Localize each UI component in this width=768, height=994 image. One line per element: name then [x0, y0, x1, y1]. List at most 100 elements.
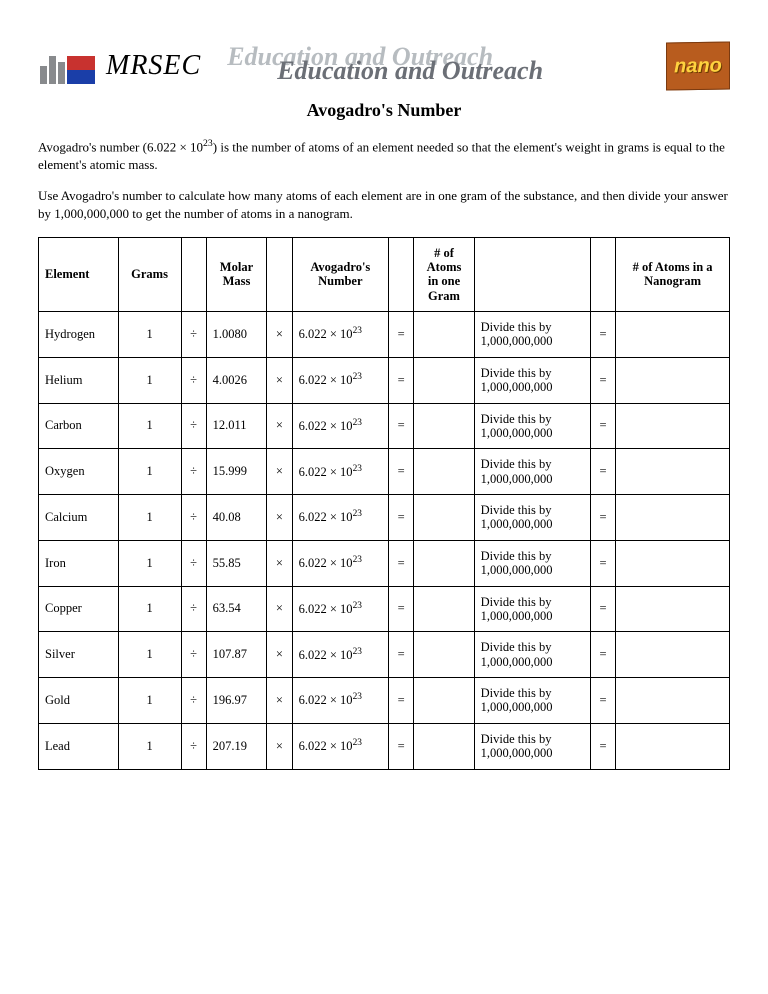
cell-grams: 1	[118, 357, 181, 403]
cell-eq1: =	[389, 586, 414, 632]
cell-eq1: =	[389, 403, 414, 449]
cell-mul-op: ×	[267, 312, 292, 358]
cell-molar: 1.0080	[206, 312, 267, 358]
cell-divide-text: Divide this by1,000,000,000	[474, 403, 590, 449]
cell-divide-text: Divide this by1,000,000,000	[474, 357, 590, 403]
cell-element: Gold	[39, 678, 119, 724]
cell-molar: 4.0026	[206, 357, 267, 403]
cell-atoms-gram-blank	[414, 403, 474, 449]
cell-atoms-gram-blank	[414, 678, 474, 724]
cell-atoms-gram-blank	[414, 632, 474, 678]
th-grams: Grams	[118, 237, 181, 312]
cell-avogadro: 6.022 × 1023	[292, 586, 388, 632]
cell-eq2: =	[590, 495, 615, 541]
cell-grams: 1	[118, 312, 181, 358]
cell-molar: 40.08	[206, 495, 267, 541]
cell-grams: 1	[118, 403, 181, 449]
cell-avogadro: 6.022 × 1023	[292, 678, 388, 724]
cell-atoms-gram-blank	[414, 540, 474, 586]
cell-atoms-ng-blank	[616, 723, 730, 769]
cell-avogadro: 6.022 × 1023	[292, 449, 388, 495]
cell-atoms-ng-blank	[616, 403, 730, 449]
cell-eq1: =	[389, 312, 414, 358]
cell-divide-text: Divide this by1,000,000,000	[474, 449, 590, 495]
cell-div-op: ÷	[181, 403, 206, 449]
cell-div-op: ÷	[181, 586, 206, 632]
header: MRSEC Education and Outreach Education a…	[38, 42, 730, 90]
cell-avogadro: 6.022 × 1023	[292, 540, 388, 586]
th-atoms-gram: # of Atoms in one Gram	[414, 237, 474, 312]
th-avog: Avogadro's Number	[292, 237, 388, 312]
cell-molar: 12.011	[206, 403, 267, 449]
cell-eq2: =	[590, 357, 615, 403]
th-eq2	[590, 237, 615, 312]
cell-eq2: =	[590, 449, 615, 495]
table-row: Gold1÷196.97×6.022 × 1023=Divide this by…	[39, 678, 730, 724]
cell-grams: 1	[118, 449, 181, 495]
cell-eq2: =	[590, 403, 615, 449]
cell-atoms-ng-blank	[616, 449, 730, 495]
cell-mul-op: ×	[267, 632, 292, 678]
cell-grams: 1	[118, 586, 181, 632]
cell-eq2: =	[590, 678, 615, 724]
table-row: Iron1÷55.85×6.022 × 1023=Divide this by1…	[39, 540, 730, 586]
cell-eq1: =	[389, 495, 414, 541]
table-header-row: Element Grams Molar Mass Avogadro's Numb…	[39, 237, 730, 312]
cell-mul-op: ×	[267, 357, 292, 403]
cell-element: Lead	[39, 723, 119, 769]
cell-atoms-gram-blank	[414, 357, 474, 403]
cell-atoms-ng-blank	[616, 678, 730, 724]
cell-grams: 1	[118, 678, 181, 724]
th-element: Element	[39, 237, 119, 312]
cell-mul-op: ×	[267, 403, 292, 449]
mrsec-text: MRSEC	[106, 50, 201, 82]
cell-div-op: ÷	[181, 312, 206, 358]
cell-divide-text: Divide this by1,000,000,000	[474, 312, 590, 358]
cell-div-op: ÷	[181, 540, 206, 586]
table-row: Carbon1÷12.011×6.022 × 1023=Divide this …	[39, 403, 730, 449]
intro-paragraph-1: Avogadro's number (6.022 × 1023) is the …	[38, 137, 730, 173]
cell-avogadro: 6.022 × 1023	[292, 495, 388, 541]
cell-divide-text: Divide this by1,000,000,000	[474, 540, 590, 586]
cell-avogadro: 6.022 × 1023	[292, 403, 388, 449]
cell-atoms-gram-blank	[414, 586, 474, 632]
cell-avogadro: 6.022 × 1023	[292, 357, 388, 403]
elements-table: Element Grams Molar Mass Avogadro's Numb…	[38, 237, 730, 770]
cell-divide-text: Divide this by1,000,000,000	[474, 678, 590, 724]
cell-eq1: =	[389, 449, 414, 495]
cell-div-op: ÷	[181, 449, 206, 495]
table-row: Helium1÷4.0026×6.022 × 1023=Divide this …	[39, 357, 730, 403]
intro-paragraph-2: Use Avogadro's number to calculate how m…	[38, 187, 730, 222]
cell-grams: 1	[118, 632, 181, 678]
intro1-a: Avogadro's number (6.022 × 10	[38, 139, 203, 154]
cell-mul-op: ×	[267, 495, 292, 541]
cell-divide-text: Divide this by1,000,000,000	[474, 495, 590, 541]
cell-eq1: =	[389, 632, 414, 678]
cell-eq1: =	[389, 678, 414, 724]
cell-atoms-ng-blank	[616, 312, 730, 358]
cell-avogadro: 6.022 × 1023	[292, 723, 388, 769]
cell-mul-op: ×	[267, 449, 292, 495]
th-molar: Molar Mass	[206, 237, 267, 312]
cell-atoms-ng-blank	[616, 495, 730, 541]
cell-element: Copper	[39, 586, 119, 632]
cell-atoms-gram-blank	[414, 312, 474, 358]
cell-molar: 63.54	[206, 586, 267, 632]
th-divtxt	[474, 237, 590, 312]
cell-atoms-gram-blank	[414, 495, 474, 541]
cell-eq1: =	[389, 540, 414, 586]
cell-eq2: =	[590, 312, 615, 358]
cell-grams: 1	[118, 723, 181, 769]
cell-eq2: =	[590, 540, 615, 586]
cell-atoms-gram-blank	[414, 723, 474, 769]
cell-eq2: =	[590, 723, 615, 769]
cell-element: Carbon	[39, 403, 119, 449]
cell-mul-op: ×	[267, 723, 292, 769]
cell-molar: 207.19	[206, 723, 267, 769]
cell-atoms-gram-blank	[414, 449, 474, 495]
edu-outreach-wrap: Education and Outreach Education and Out…	[207, 42, 660, 90]
cell-eq1: =	[389, 723, 414, 769]
table-row: Copper1÷63.54×6.022 × 1023=Divide this b…	[39, 586, 730, 632]
page-title: Avogadro's Number	[38, 100, 730, 121]
cell-divide-text: Divide this by1,000,000,000	[474, 632, 590, 678]
